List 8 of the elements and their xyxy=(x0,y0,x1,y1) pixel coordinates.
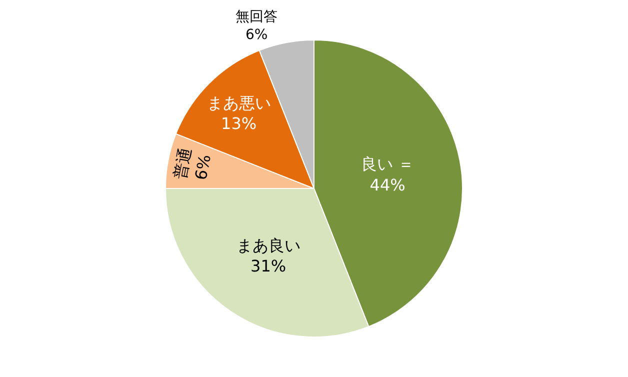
data-label: 13% xyxy=(221,114,257,134)
data-label: 31% xyxy=(250,256,286,276)
data-label: 6% xyxy=(246,27,268,44)
slice-label: 無回答 xyxy=(236,9,278,26)
data-label: 44% xyxy=(370,175,406,194)
slice-label: まあ悪い xyxy=(206,93,271,112)
slice-label: まあ良い xyxy=(236,236,300,255)
slice-label: 良い ＝ xyxy=(361,154,414,174)
